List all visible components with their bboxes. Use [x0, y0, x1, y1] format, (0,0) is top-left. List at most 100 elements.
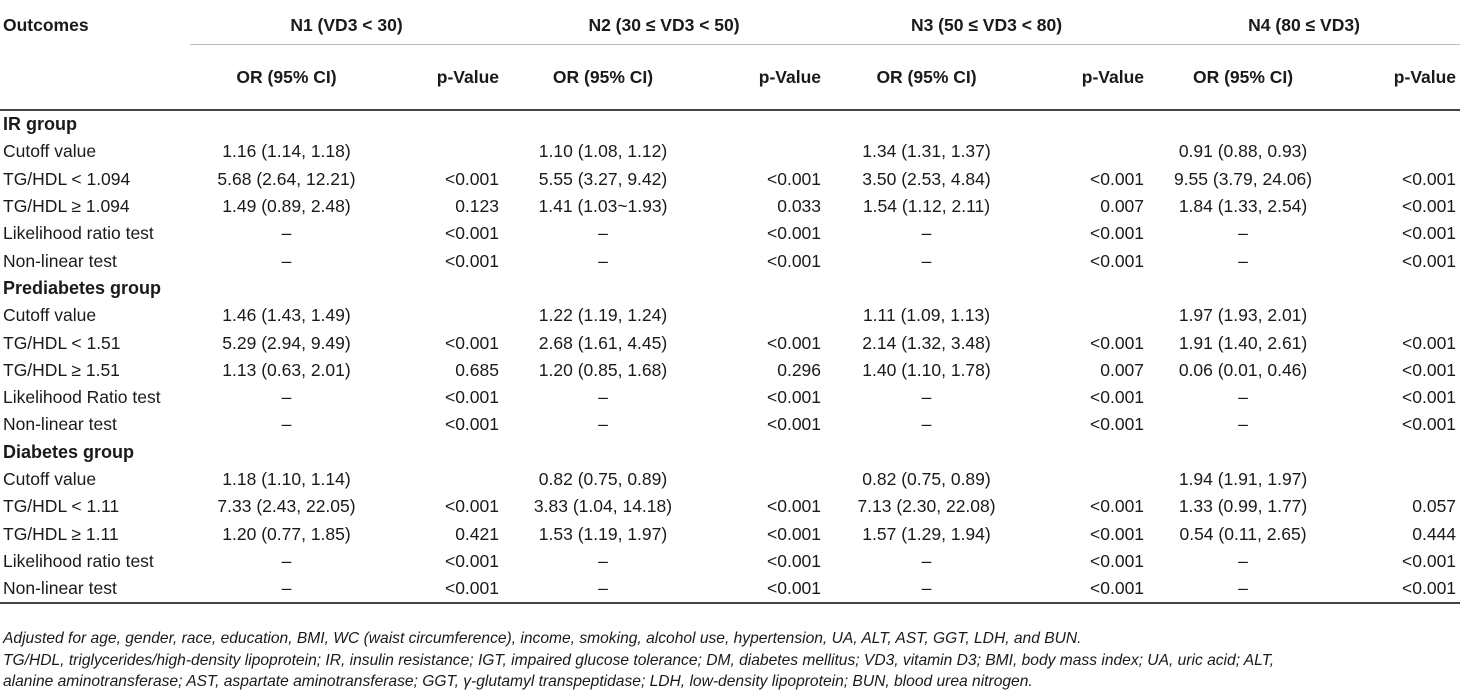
section-row: Diabetes group [0, 439, 1460, 466]
table-row: Likelihood ratio test – <0.001 – <0.001 – <0.0… [0, 220, 1460, 247]
section-row: IR group [0, 110, 1460, 138]
row-label: Non-linear test [0, 575, 190, 605]
p-value-cell: <0.001 [1028, 575, 1149, 605]
p-value-cell: <0.001 [767, 168, 822, 189]
or-ci-cell: 1.18 (1.10, 1.14) [222, 469, 351, 489]
footnote-abbreviations-1: TG/HDL, triglycerides/high-density lipop… [3, 651, 1275, 669]
row-label: TG/HDL ≥ 1.51 [3, 359, 120, 380]
or-ci-cell: 1.41 (1.03~1.93) [538, 196, 668, 217]
table-row: TG/HDL ≥ 1.51 1.13 (0.63, 2.01) 0.685 1.20 … [0, 357, 1460, 384]
p-value-cell: <0.001 [444, 496, 499, 517]
p-value-cell: <0.001 [1090, 414, 1145, 435]
or-ci-cell: – [598, 223, 608, 244]
or-ci-cell: 1.57 (1.29, 1.94) [862, 523, 991, 544]
or-ci-cell: 5.68 (2.64, 12.21) [217, 168, 356, 189]
or-ci-cell: 5.55 (3.27, 9.42) [538, 168, 668, 189]
p-value-cell [383, 466, 503, 493]
or-ci-cell: – [1238, 250, 1248, 271]
p-value-cell: <0.001 [767, 523, 822, 544]
p-value-cell: 0.685 [455, 359, 499, 380]
header-group-n3: N3 (50 ≤ VD3 < 80) [825, 6, 1149, 45]
p-value-cell [383, 302, 503, 329]
p-value-cell: 0.296 [777, 359, 822, 380]
or-ci-cell: 1.54 (1.12, 2.11) [862, 196, 991, 217]
or-ci-cell: 1.13 (0.63, 2.01) [222, 359, 351, 380]
table-row: TG/HDL ≥ 1.094 1.49 (0.89, 2.48) 0.123 1.41… [0, 193, 1460, 220]
or-ci-cell: – [281, 414, 292, 435]
p-value-cell: <0.001 [767, 250, 822, 271]
p-value-cell: <0.001 [444, 250, 499, 271]
or-ci-cell: 0.91 (0.88, 0.93) [1178, 141, 1308, 162]
or-ci-cell: – [1238, 414, 1248, 435]
p-value-cell: <0.001 [1090, 168, 1145, 189]
or-ci-cell: – [825, 575, 1029, 605]
or-ci-cell: 7.13 (2.30, 22.08) [857, 496, 996, 517]
or-ci-cell: 1.33 (0.99, 1.77) [1178, 496, 1308, 517]
table-row: Non-linear test – <0.001– <0.001– <0.001– <0.… [0, 247, 1460, 274]
p-value-cell: <0.001 [1090, 223, 1145, 244]
section-title: IR group [3, 114, 77, 135]
header-group-n2: N2 (30 ≤ VD3 < 50) [503, 6, 826, 45]
or-ci-cell: 0.54 (0.11, 2.65) [1179, 523, 1307, 544]
or-ci-cell: – [598, 250, 608, 271]
p-value-cell: <0.001 [767, 223, 822, 244]
or-ci-cell: 1.10 (1.08, 1.12) [538, 141, 668, 162]
p-value-cell: <0.001 [1402, 359, 1457, 380]
table-row: Cutoff value 1.46 (1.43, 1.49) 1.22 (1.19,… [0, 302, 1460, 329]
p-value-cell: <0.001 [383, 575, 503, 605]
p-value-cell: <0.001 [1402, 414, 1457, 435]
or-ci-cell: 7.33 (2.43, 22.05) [217, 496, 356, 517]
or-ci-cell: 1.11 (1.09, 1.13) [862, 305, 991, 326]
row-label: Likelihood ratio test [3, 223, 154, 244]
or-ci-cell: 2.14 (1.32, 3.48) [862, 332, 991, 353]
p-value-cell: <0.001 [1090, 550, 1145, 571]
p-value-cell: <0.001 [767, 550, 822, 571]
or-ci-cell: 3.50 (2.53, 4.84) [862, 168, 991, 189]
or-ci-cell: – [281, 550, 292, 571]
or-ci-cell: 1.22 (1.19, 1.24) [538, 305, 668, 326]
or-ci-cell: – [598, 550, 608, 571]
p-value-cell: 0.123 [455, 196, 499, 217]
row-label: TG/HDL < 1.11 [3, 496, 120, 517]
table-row: Likelihood ratio test – <0.001 – <0.001 – <0.0… [0, 548, 1460, 575]
section-row: Prediabetes group [0, 275, 1460, 302]
or-ci-cell: – [1238, 223, 1248, 244]
p-value-cell: <0.001 [1090, 387, 1145, 408]
row-label: TG/HDL ≥ 1.11 [3, 523, 119, 544]
or-ci-cell: 1.46 (1.43, 1.49) [222, 305, 351, 326]
header-p: p-Value [1028, 44, 1149, 111]
or-ci-cell: 1.84 (1.33, 2.54) [1178, 196, 1308, 217]
p-value-cell [1028, 466, 1148, 493]
header-blank [0, 44, 190, 111]
footnote-abbreviations-2: alanine aminotransferase; AST, aspartate… [3, 673, 1033, 690]
p-value-cell: <0.001 [1402, 196, 1457, 217]
or-ci-cell: 0.82 (0.75, 0.89) [538, 469, 668, 489]
p-value-cell: <0.001 [444, 387, 499, 408]
p-value-cell [383, 138, 503, 165]
or-ci-cell: 1.94 (1.91, 1.97) [1178, 469, 1308, 489]
table-row: Likelihood Ratio test – <0.001 – <0.001 – <0.0… [0, 384, 1460, 411]
header-or: OR (95% CI) [1148, 44, 1339, 111]
p-value-cell [1028, 302, 1148, 329]
or-ci-cell: 0.06 (0.01, 0.46) [1178, 359, 1308, 380]
or-ci-cell: – [1148, 575, 1339, 605]
table-row: Cutoff value 1.16 (1.14, 1.18) 1.10 (1.08,… [0, 138, 1460, 165]
header-p: p-Value [1338, 44, 1460, 111]
table-body: IR group Cutoff value 1.16 (1.14, 1.18) 1.1… [0, 110, 1460, 605]
or-ci-cell: 0.82 (0.75, 0.89) [862, 469, 991, 489]
p-value-cell: <0.001 [1402, 223, 1457, 244]
or-ci-cell: – [190, 575, 383, 605]
table-row: Non-linear test – <0.001– <0.001– <0.001– <0.… [0, 575, 1460, 605]
header-group-n4: N4 (80 ≤ VD3) [1148, 6, 1460, 45]
row-label: TG/HDL < 1.51 [3, 332, 121, 353]
p-value-cell: <0.001 [767, 332, 822, 353]
table-row: TG/HDL < 1.11 7.33 (2.43, 22.05) <0.001 3.8… [0, 493, 1460, 520]
row-label: Cutoff value [3, 469, 97, 489]
or-ci-cell: – [921, 550, 932, 571]
or-ci-cell: – [281, 387, 292, 408]
p-value-cell: <0.001 [1090, 496, 1145, 517]
p-value-cell: 0.421 [455, 523, 499, 544]
p-value-cell: <0.001 [1090, 332, 1145, 353]
or-ci-cell: 1.91 (1.40, 2.61) [1178, 332, 1308, 353]
